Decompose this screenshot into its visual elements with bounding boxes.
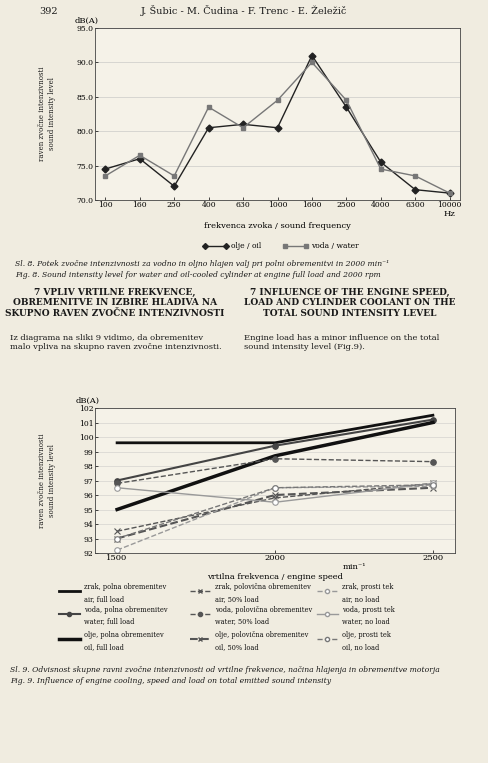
voda / water [206,102,212,111]
Text: Sl. 8. Potek zvočne intenzivnosti za vodno in oljno hlajen valj pri polni obreme: Sl. 8. Potek zvočne intenzivnosti za vod… [15,260,389,268]
Text: olje / oil: olje / oil [231,242,261,250]
Text: Engine load has a minor influence on the total
sound intensity level (Fig.9).: Engine load has a minor influence on the… [244,334,439,351]
Text: dB(A): dB(A) [75,17,99,24]
voda / water [309,58,315,67]
Text: olje, polna obremenitev: olje, polna obremenitev [84,631,163,639]
Text: oil, 50% load: oil, 50% load [215,643,259,651]
Text: voda, polovična obremenitev: voda, polovična obremenitev [215,606,312,613]
Text: J. Šubic - M. Čudina - F. Trenc - E. Želežič: J. Šubic - M. Čudina - F. Trenc - E. Žel… [141,5,347,17]
olje / oil [171,182,177,191]
Text: 7 VPLIV VRTILNE FREKVENCE,
OBREMENITVE IN IZBIRE HLADIVA NA
SKUPNO RAVEN ZVOČNE : 7 VPLIV VRTILNE FREKVENCE, OBREMENITVE I… [5,288,224,318]
Text: zrak, polna obremenitev: zrak, polna obremenitev [84,583,166,591]
Text: Fig. 9. Influence of engine cooling, speed and load on total emitted sound inten: Fig. 9. Influence of engine cooling, spe… [10,677,331,685]
olje / oil [240,120,246,129]
Text: zrak, prosti tek: zrak, prosti tek [342,583,393,591]
voda / water [447,188,452,198]
voda / water [102,172,108,181]
Text: dB(A): dB(A) [75,397,99,405]
olje / oil [412,185,418,195]
voda / water [275,95,281,105]
Text: water, 50% load: water, 50% load [215,617,269,626]
olje / oil [344,102,349,111]
Text: oil, full load: oil, full load [84,643,124,651]
Text: vrtilna frekvenca / engine speed: vrtilna frekvenca / engine speed [207,573,343,581]
Text: Fig. 8. Sound intensity level for water and oil-cooled cylinder at engine full l: Fig. 8. Sound intensity level for water … [15,271,380,279]
Text: voda, prosti tek: voda, prosti tek [342,606,395,613]
Line: voda / water: voda / water [103,60,452,195]
olje / oil [447,188,452,198]
olje / oil [137,154,142,163]
Text: olje, prosti tek: olje, prosti tek [342,631,391,639]
olje / oil [206,123,212,132]
Text: 7 INFLUENCE OF THE ENGINE SPEED,
LOAD AND CYLINDER COOLANT ON THE
TOTAL SOUND IN: 7 INFLUENCE OF THE ENGINE SPEED, LOAD AN… [244,288,455,318]
Text: air, no load: air, no load [342,595,379,603]
voda / water [171,172,177,181]
voda / water [412,172,418,181]
Text: water, no load: water, no load [342,617,389,626]
Text: 392: 392 [39,7,58,15]
olje / oil [275,123,281,132]
Text: Sl. 9. Odvisnost skupne ravni zvočne intenzivnosti od vrtilne frekvence, načina : Sl. 9. Odvisnost skupne ravni zvočne int… [10,666,440,674]
Text: air, full load: air, full load [84,595,124,603]
Line: olje / oil: olje / oil [103,53,452,195]
Text: Hz: Hz [443,210,455,218]
Text: water, full load: water, full load [84,617,134,626]
Text: voda, polna obremenitev: voda, polna obremenitev [84,606,167,613]
voda / water [240,123,246,132]
olje / oil [309,51,315,60]
Text: frekvenca zvoka / sound frequency: frekvenca zvoka / sound frequency [204,222,351,230]
Text: voda / water: voda / water [310,242,358,250]
olje / oil [378,158,384,167]
Text: raven zvočne intenzivnosti
sound intensity level: raven zvočne intenzivnosti sound intensi… [39,433,56,528]
Text: olje, polovična obremenitev: olje, polovična obremenitev [215,631,308,639]
voda / water [378,165,384,174]
Text: min⁻¹: min⁻¹ [343,563,366,571]
voda / water [137,151,142,160]
Text: air, 50% load: air, 50% load [215,595,259,603]
voda / water [344,95,349,105]
Text: zrak, polovična obremenitev: zrak, polovična obremenitev [215,583,311,591]
Text: Iz diagrama na sliki 9 vidimo, da obremenitev
malo vpliva na skupno raven zvočne: Iz diagrama na sliki 9 vidimo, da obreme… [10,334,222,351]
Text: raven zvočne intenzivnosti
sound intensity level: raven zvočne intenzivnosti sound intensi… [39,66,56,161]
Text: oil, no load: oil, no load [342,643,379,651]
olje / oil [102,165,108,174]
